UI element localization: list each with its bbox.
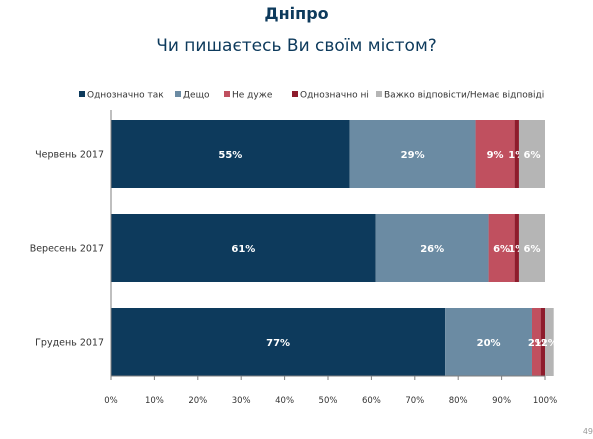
data-label: 55%: [218, 150, 242, 161]
bar-segment: [488, 214, 515, 282]
legend-item: Однозначно ні: [292, 91, 369, 101]
data-label: 1%: [534, 338, 551, 349]
x-tick-label: 80%: [449, 396, 468, 406]
legend-swatch: [376, 91, 382, 97]
data-label: 6%: [523, 150, 540, 161]
bar-group: 55% 29% 9% 1%6%: [111, 120, 545, 188]
x-tick-label: 100%: [533, 396, 557, 406]
bar-group: 61% 26% 6%1%6%: [111, 214, 545, 282]
data-label: 6%: [493, 244, 510, 255]
bars: 55% 29% 9% 1%6%61% 26% 6%1%6%77% 20% 2%1%2%: [111, 120, 558, 376]
data-label: 1%: [508, 150, 525, 161]
data-label: 20%: [477, 338, 501, 349]
bar-segment: [475, 120, 515, 188]
legend-swatch: [175, 91, 181, 97]
data-label: 6%: [523, 244, 540, 255]
x-tick-label: 20%: [188, 396, 207, 406]
legend-label: Однозначно ні: [300, 91, 369, 101]
x-tick-label: 60%: [362, 396, 381, 406]
legend-item: Не дуже: [224, 91, 273, 101]
bar-segment: [514, 214, 519, 282]
legend-swatch: [79, 91, 85, 97]
x-axis: 0% 10% 20% 30% 40% 50% 60% 70% 80% 90% 100%: [104, 110, 557, 406]
x-tick-label: 40%: [275, 396, 294, 406]
bar-segment: [111, 120, 350, 188]
x-tick-label: 30%: [232, 396, 251, 406]
category-label: Вересень 2017: [30, 244, 104, 255]
bar-segment: [545, 308, 554, 376]
bar-group: 77% 20% 2%1%2%: [111, 308, 558, 376]
bar-segment: [445, 308, 532, 376]
legend: Однозначно так Дещо Не дуже Однозначно ні Ва…: [79, 91, 544, 101]
bar-segment: [349, 120, 476, 188]
x-tick-label: 0%: [104, 396, 118, 406]
chart-subtitle: Чи пишаєтесь Ви своїм містом?: [156, 36, 437, 56]
bar-segment: [540, 308, 545, 376]
data-label: 9%: [487, 150, 504, 161]
page-number: 49: [582, 427, 593, 436]
bar-segment: [531, 308, 541, 376]
x-tick-label: 90%: [492, 396, 511, 406]
bar-segment: [518, 214, 545, 282]
category-labels: Червень 2017 Вересень 2017 Грудень 2017: [30, 150, 104, 349]
legend-item: Дещо: [175, 91, 210, 101]
legend-swatch: [224, 91, 230, 97]
legend-label: Однозначно так: [87, 91, 164, 101]
chart-title: Дніпро: [264, 4, 329, 23]
x-tick-label: 70%: [405, 396, 424, 406]
data-label: 2%: [541, 338, 558, 349]
category-label: Грудень 2017: [35, 338, 104, 349]
data-label: 2%: [528, 338, 545, 349]
data-label: 26%: [420, 244, 444, 255]
legend-item: Однозначно так: [79, 91, 164, 101]
data-label: 77%: [266, 338, 290, 349]
legend-label: Важко відповісти/Немає відповіді: [384, 91, 544, 101]
x-tick-label: 50%: [319, 396, 338, 406]
legend-swatch: [292, 91, 298, 97]
data-label: 29%: [401, 150, 425, 161]
x-tick-label: 10%: [145, 396, 164, 406]
legend-label: Дещо: [183, 91, 210, 101]
legend-label: Не дуже: [232, 91, 273, 101]
bar-segment: [375, 214, 489, 282]
data-label: 61%: [231, 244, 255, 255]
bar-segment: [514, 120, 519, 188]
legend-item: Важко відповісти/Немає відповіді: [376, 91, 544, 101]
data-label: 1%: [508, 244, 525, 255]
bar-segment: [111, 308, 446, 376]
category-label: Червень 2017: [35, 150, 104, 161]
bar-segment: [111, 214, 376, 282]
bar-segment: [518, 120, 545, 188]
